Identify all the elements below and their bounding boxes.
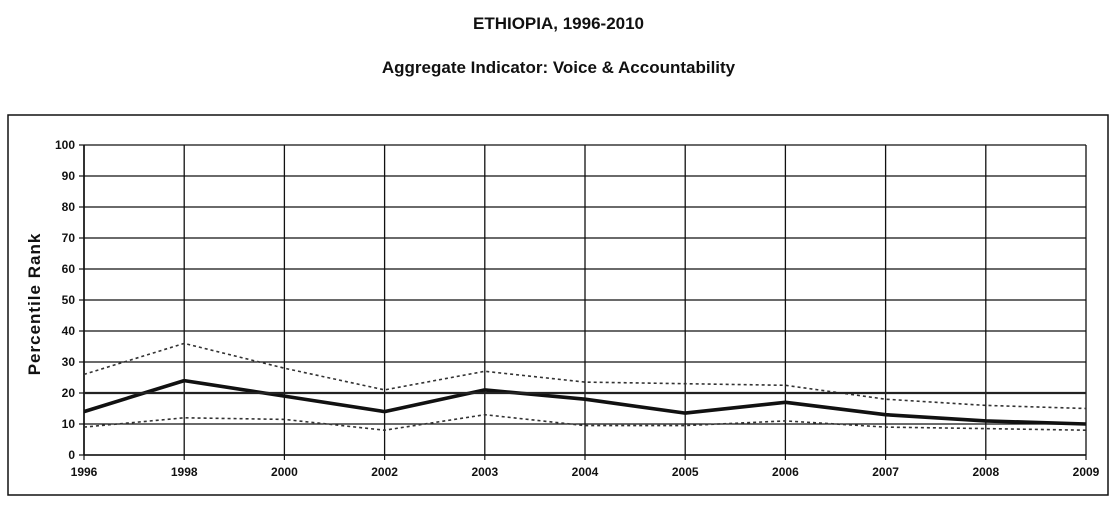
x-tick-label: 2003 (471, 465, 498, 479)
y-tick-label: 40 (62, 324, 76, 338)
y-tick-label: 50 (62, 293, 76, 307)
x-tick-label: 2008 (972, 465, 999, 479)
y-tick-label: 90 (62, 169, 76, 183)
grid (83, 144, 1087, 456)
series-line-1 (83, 378, 1087, 426)
y-tick-label: 20 (62, 386, 76, 400)
series-line-2 (83, 342, 1087, 410)
x-tick-label: 2000 (271, 465, 298, 479)
y-tick-label: 30 (62, 355, 76, 369)
x-tick-label: 2006 (772, 465, 799, 479)
x-tick-label: 2009 (1073, 465, 1100, 479)
y-axis: 0 10 20 30 40 50 60 70 80 90 100 (55, 138, 85, 462)
x-tick-label: 2007 (872, 465, 899, 479)
y-tick-label: 10 (62, 417, 76, 431)
y-axis-label: Percentile Rank (25, 233, 44, 376)
y-tick-label: 60 (62, 262, 76, 276)
chart-title: ETHIOPIA, 1996-2010 (472, 14, 645, 33)
x-tick-label: 2005 (672, 465, 699, 479)
y-tick-label: 70 (62, 231, 76, 245)
y-tick-label: 0 (68, 448, 75, 462)
x-tick-label: 1996 (71, 465, 98, 479)
chart-frame (7, 114, 1109, 496)
y-tick-label: 80 (62, 200, 76, 214)
x-tick-label: 2004 (572, 465, 599, 479)
x-tick-label: 2002 (371, 465, 398, 479)
series-group (83, 342, 1087, 432)
chart-subtitle: Aggregate Indicator: Voice & Accountabil… (381, 58, 736, 77)
y-tick-label: 100 (55, 138, 75, 152)
x-axis: 1996 1998 2000 2002 2003 2004 2005 2006 2007 2008… (71, 454, 1100, 479)
x-tick-label: 1998 (171, 465, 198, 479)
